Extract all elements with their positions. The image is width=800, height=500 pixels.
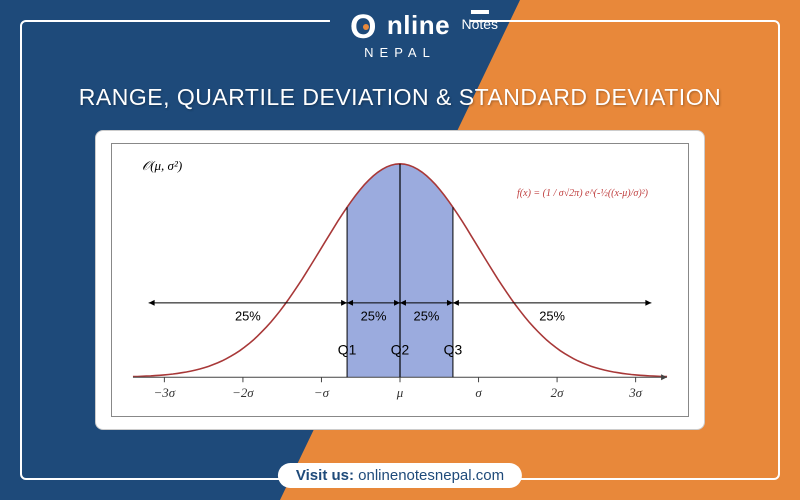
- brand-logo: O nline Notes NEPAL: [330, 8, 470, 60]
- svg-text:−3σ: −3σ: [154, 386, 176, 400]
- svg-text:−2σ: −2σ: [232, 386, 254, 400]
- logo-text-2: NEPAL: [350, 45, 450, 60]
- svg-text:μ: μ: [396, 386, 404, 400]
- normal-curve-chart: −3σ −2σ −σ μ σ 2σ 3σ 25% 25% 25% 25% Q1 Q2 Q3: [112, 144, 688, 416]
- pdf-formula: f(x) = (1 / σ√2π) e^(-½((x-μ)/σ)²): [517, 188, 648, 199]
- chart-container: 𝒪(μ, σ²) f(x) = (1 / σ√2π) e^(-½((x-μ)/σ…: [95, 130, 705, 430]
- svg-text:25%: 25%: [361, 309, 387, 324]
- svg-text:2σ: 2σ: [551, 386, 564, 400]
- svg-text:σ: σ: [475, 386, 482, 400]
- svg-text:25%: 25%: [539, 309, 565, 324]
- svg-text:Q2: Q2: [391, 341, 410, 357]
- svg-text:25%: 25%: [235, 309, 261, 324]
- chart-plot-area: 𝒪(μ, σ²) f(x) = (1 / σ√2π) e^(-½((x-μ)/σ…: [111, 143, 689, 417]
- svg-text:25%: 25%: [414, 309, 440, 324]
- logo-text-1: nline: [387, 10, 450, 40]
- svg-text:−σ: −σ: [314, 386, 330, 400]
- distribution-label: 𝒪(μ, σ²): [142, 158, 182, 174]
- svg-text:Q3: Q3: [444, 341, 463, 357]
- visit-url: onlinenotesnepal.com: [358, 467, 504, 484]
- svg-text:3σ: 3σ: [628, 386, 642, 400]
- page-title: RANGE, QUARTILE DEVIATION & STANDARD DEV…: [0, 84, 800, 111]
- grad-cap-icon: [471, 10, 489, 14]
- visit-us-banner: Visit us: onlinenotesnepal.com: [278, 463, 522, 488]
- svg-text:Q1: Q1: [338, 341, 357, 357]
- logo-o-icon: O: [350, 8, 387, 46]
- visit-label: Visit us:: [296, 467, 354, 484]
- logo-notes: Notes: [461, 18, 498, 30]
